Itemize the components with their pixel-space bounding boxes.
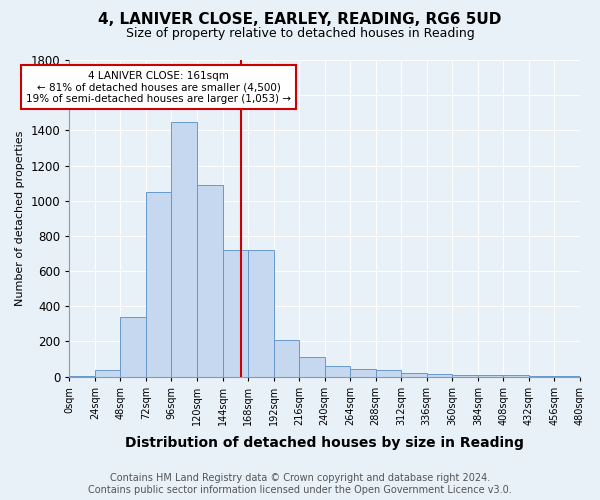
Bar: [197, 185, 223, 376]
Text: Contains HM Land Registry data © Crown copyright and database right 2024.
Contai: Contains HM Land Registry data © Crown c…: [88, 474, 512, 495]
Bar: [350, 368, 376, 376]
Bar: [223, 250, 248, 376]
Bar: [274, 340, 299, 376]
Text: 4 LANIVER CLOSE: 161sqm
← 81% of detached houses are smaller (4,500)
19% of semi: 4 LANIVER CLOSE: 161sqm ← 81% of detache…: [26, 70, 291, 104]
Bar: [95, 370, 121, 376]
Bar: [299, 358, 325, 376]
Bar: [376, 370, 401, 376]
Y-axis label: Number of detached properties: Number of detached properties: [15, 130, 25, 306]
Bar: [452, 374, 478, 376]
Bar: [121, 317, 146, 376]
Bar: [503, 375, 529, 376]
Bar: [478, 375, 503, 376]
Bar: [248, 250, 274, 376]
Bar: [146, 192, 172, 376]
Bar: [325, 366, 350, 376]
Bar: [401, 373, 427, 376]
Text: 4, LANIVER CLOSE, EARLEY, READING, RG6 5UD: 4, LANIVER CLOSE, EARLEY, READING, RG6 5…: [98, 12, 502, 28]
Bar: [427, 374, 452, 376]
X-axis label: Distribution of detached houses by size in Reading: Distribution of detached houses by size …: [125, 436, 524, 450]
Bar: [172, 122, 197, 376]
Text: Size of property relative to detached houses in Reading: Size of property relative to detached ho…: [125, 28, 475, 40]
